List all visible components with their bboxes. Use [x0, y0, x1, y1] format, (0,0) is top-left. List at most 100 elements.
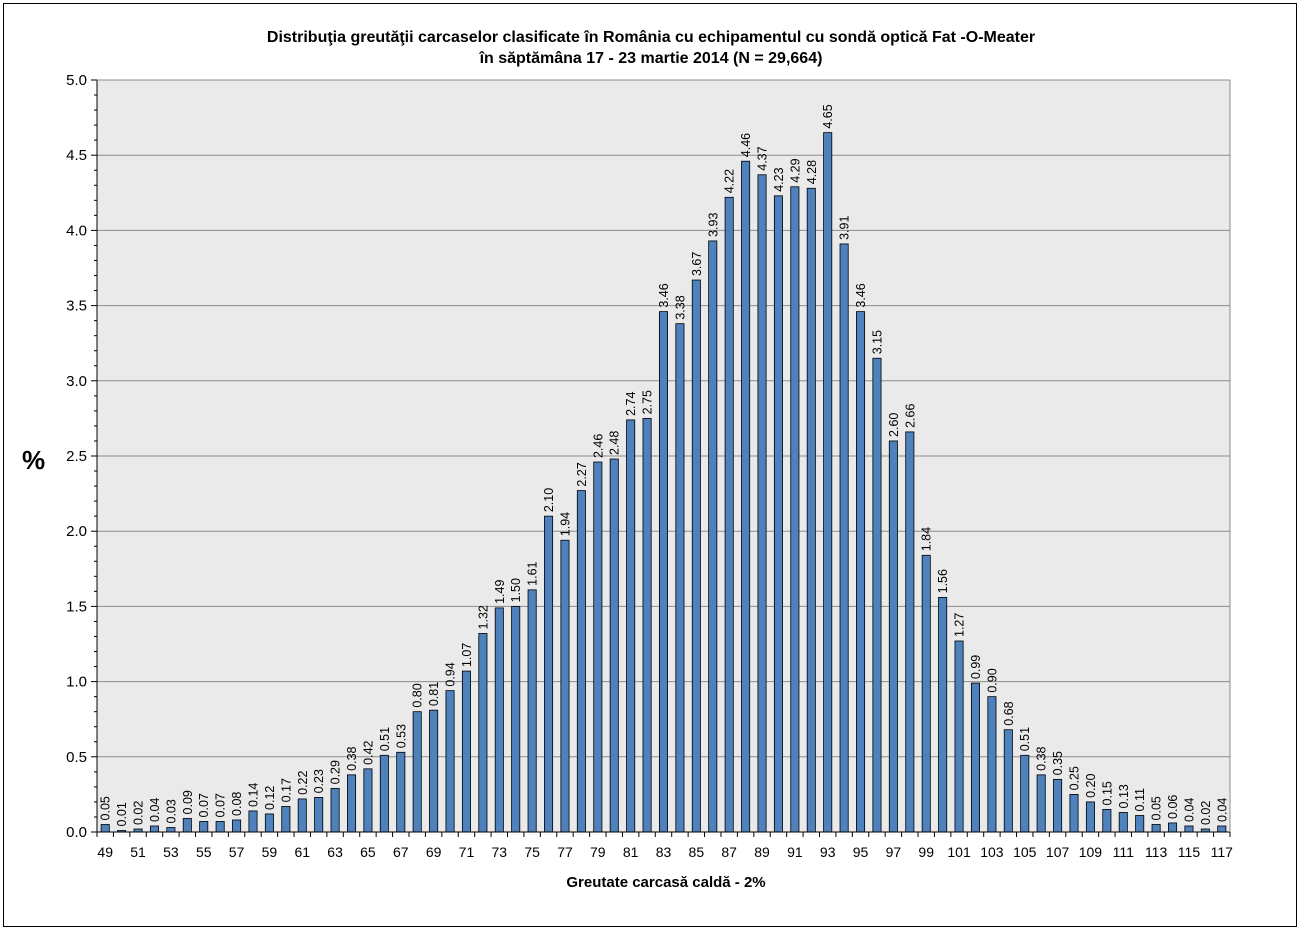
data-label-114: 0.06	[1166, 795, 1180, 819]
x-tick-label: 63	[327, 844, 343, 860]
data-label-67: 0.53	[394, 724, 408, 748]
y-tick-label: 1.0	[66, 674, 87, 691]
bar-66	[379, 754, 389, 833]
data-label-53: 0.03	[164, 799, 178, 823]
x-tick-label: 99	[918, 844, 934, 860]
bar-90	[773, 195, 783, 833]
data-label-87: 4.22	[723, 169, 737, 193]
data-label-49: 0.05	[99, 796, 113, 820]
data-label-101: 1.27	[953, 613, 967, 637]
x-tick-labels: 49 51 53 55 57 59 61 63 65 67 69 71 73 75 77 79 81 83 85 87…	[97, 844, 1233, 860]
bar-100	[938, 596, 948, 833]
bar-54	[182, 818, 192, 833]
data-label-73: 1.49	[493, 580, 507, 604]
bar-75	[527, 589, 537, 833]
bar-55	[199, 821, 209, 833]
data-label-61: 0.22	[296, 771, 310, 795]
x-tick-label: 81	[623, 844, 639, 860]
data-label-59: 0.12	[263, 786, 277, 810]
data-label-97: 2.60	[887, 413, 901, 437]
bar-76	[544, 515, 554, 833]
bar-104	[1003, 729, 1013, 833]
data-label-55: 0.07	[197, 793, 211, 817]
data-label-71: 1.07	[460, 643, 474, 667]
bar-115	[1184, 825, 1194, 833]
data-label-105: 0.51	[1018, 727, 1032, 751]
x-tick-label: 65	[360, 844, 376, 860]
x-tick-label: 117	[1211, 844, 1234, 860]
data-label-78: 2.27	[575, 462, 589, 486]
data-label-117: 0.04	[1215, 798, 1229, 822]
y-tick-label: 0.0	[66, 824, 87, 841]
x-tick-label: 79	[590, 844, 606, 860]
data-label-60: 0.17	[279, 778, 293, 802]
y-tick-label: 0.5	[66, 749, 87, 766]
bar-82	[642, 417, 652, 833]
x-tick-label: 53	[163, 844, 179, 860]
data-label-62: 0.23	[312, 769, 326, 793]
data-label-68: 0.80	[411, 683, 425, 707]
data-label-76: 2.10	[542, 488, 556, 512]
data-label-50: 0.01	[115, 802, 129, 826]
x-tick-label: 95	[853, 844, 869, 860]
y-axis-label: %	[22, 445, 45, 475]
bar-103	[987, 696, 997, 833]
bar-113	[1151, 824, 1161, 833]
data-label-64: 0.38	[345, 746, 359, 770]
bar-84	[675, 323, 685, 833]
bar-86	[708, 240, 718, 833]
data-label-79: 2.46	[591, 434, 605, 458]
bar-60	[281, 806, 291, 833]
data-label-116: 0.02	[1199, 801, 1213, 825]
y-tick-label: 5.0	[66, 72, 87, 89]
x-tick-label: 55	[196, 844, 212, 860]
x-axis-label: Greutate carcasă caldă - 2%	[566, 874, 765, 891]
data-label-69: 0.81	[427, 682, 441, 706]
data-label-93: 4.65	[821, 104, 835, 128]
bar-108	[1069, 794, 1079, 833]
x-tick-label: 85	[689, 844, 705, 860]
x-tick-label: 111	[1113, 844, 1134, 860]
data-label-90: 4.23	[772, 167, 786, 191]
bar-63	[330, 787, 340, 833]
x-tick-label: 105	[1013, 844, 1037, 860]
data-label-74: 1.50	[509, 578, 523, 602]
x-tick-label: 101	[947, 844, 971, 860]
bar-111	[1118, 812, 1128, 833]
data-label-111: 0.13	[1117, 784, 1131, 808]
data-label-100: 1.56	[936, 569, 950, 593]
data-label-110: 0.15	[1100, 781, 1114, 805]
data-label-66: 0.51	[378, 727, 392, 751]
data-label-58: 0.14	[246, 783, 260, 807]
x-tick-label: 91	[787, 844, 803, 860]
y-tick-label: 4.5	[66, 147, 87, 164]
bar-92	[806, 187, 816, 833]
x-tick-label: 67	[393, 844, 409, 860]
data-label-104: 0.68	[1002, 701, 1016, 725]
chart-title: Distribuţia greutăţii carcaselor clasifi…	[267, 29, 1035, 46]
x-tick-label: 51	[130, 844, 146, 860]
bar-77	[560, 539, 570, 833]
bar-80	[609, 458, 619, 833]
data-label-84: 3.38	[673, 295, 687, 319]
data-label-81: 2.74	[624, 392, 638, 416]
data-label-103: 0.90	[985, 668, 999, 692]
data-label-82: 2.75	[641, 390, 655, 414]
bar-56	[215, 821, 225, 833]
data-label-75: 1.61	[526, 561, 540, 585]
x-tick-label: 93	[820, 844, 836, 860]
bar-62	[314, 797, 324, 833]
data-label-72: 1.32	[476, 605, 490, 629]
bar-93	[823, 132, 833, 833]
x-tick-label: 69	[426, 844, 442, 860]
bar-96	[872, 357, 882, 833]
data-label-106: 0.38	[1035, 746, 1049, 770]
data-label-85: 3.67	[690, 252, 704, 276]
x-tick-label: 87	[721, 844, 737, 860]
data-label-92: 4.28	[805, 160, 819, 184]
data-label-115: 0.04	[1182, 798, 1196, 822]
x-tick-label: 97	[886, 844, 902, 860]
bar-58	[248, 810, 258, 833]
bar-64	[347, 774, 357, 833]
x-tick-label: 77	[557, 844, 573, 860]
